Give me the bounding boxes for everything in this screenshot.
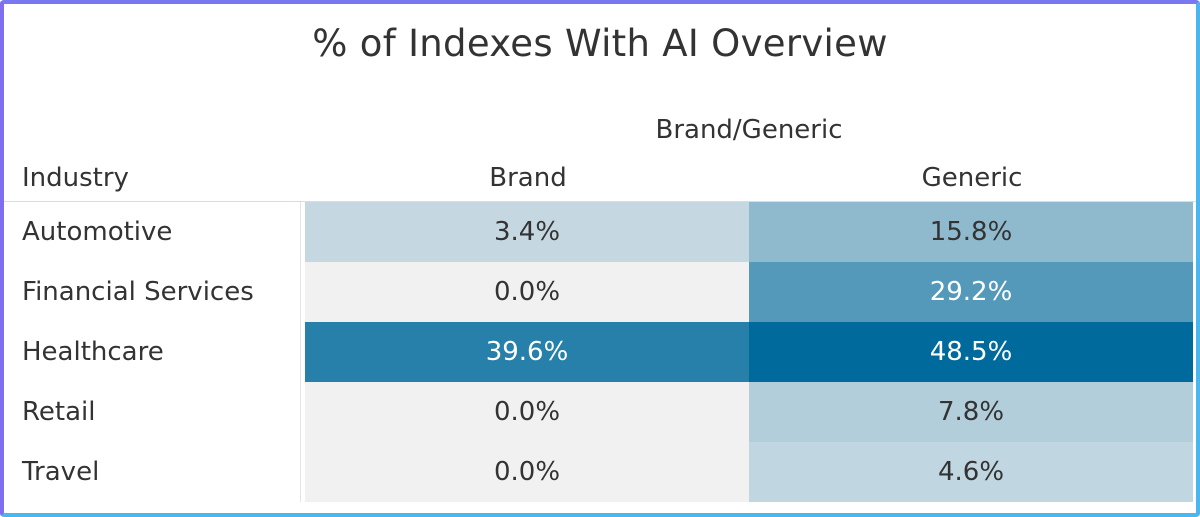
heatmap-cell-brand: 0.0% [305, 382, 749, 442]
table-row: Retail 0.0% 7.8% [4, 382, 1196, 442]
table-row: Automotive 3.4% 15.8% [4, 202, 1196, 262]
column-header-generic: Generic [921, 163, 1023, 193]
heatmap-cell-generic: 15.8% [749, 202, 1193, 262]
heatmap-cell-brand: 0.0% [305, 262, 749, 322]
table-row: Financial Services 0.0% 29.2% [4, 262, 1196, 322]
heatmap-cell-brand: 0.0% [305, 442, 749, 502]
heatmap-cell-brand: 3.4% [305, 202, 749, 262]
heatmap-cell-generic: 48.5% [749, 322, 1193, 382]
heatmap-cell-generic: 4.6% [749, 442, 1193, 502]
heatmap-cell-brand: 39.6% [305, 322, 749, 382]
column-header-brand: Brand [489, 163, 567, 193]
row-label: Retail [4, 382, 305, 442]
heatmap-cell-generic: 7.8% [749, 382, 1193, 442]
chart-title: % of Indexes With AI Overview [312, 22, 888, 65]
table-row: Travel 0.0% 4.6% [4, 442, 1196, 502]
header-divider [4, 201, 1196, 202]
row-label: Financial Services [4, 262, 305, 322]
row-label: Automotive [4, 202, 305, 262]
row-label: Healthcare [4, 322, 305, 382]
table-row: Healthcare 39.6% 48.5% [4, 322, 1196, 382]
label-divider [300, 202, 301, 502]
heatmap-cell-generic: 29.2% [749, 262, 1193, 322]
column-group-label: Brand/Generic [655, 115, 843, 145]
row-header-industry: Industry [22, 163, 129, 193]
row-label: Travel [4, 442, 305, 502]
